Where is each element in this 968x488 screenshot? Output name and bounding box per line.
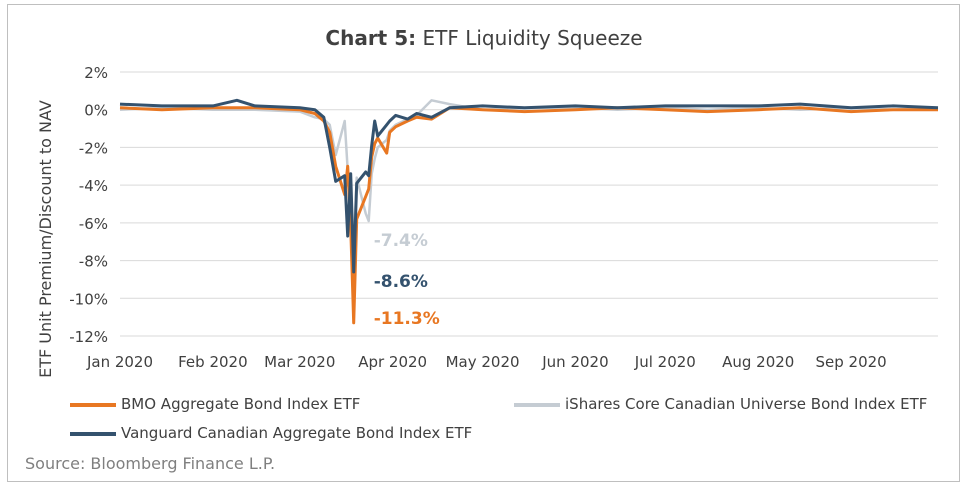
y-axis-label: ETF Unit Premium/Discount to NAV xyxy=(36,100,55,378)
x-tick-label: Jun 2020 xyxy=(541,353,608,371)
series-line-vanguard xyxy=(119,98,939,274)
y-tick-label: -4% xyxy=(79,177,108,195)
legend-label-ishares: iShares Core Canadian Universe Bond Inde… xyxy=(565,395,928,413)
y-tick-label: -12% xyxy=(69,328,108,346)
annotation-vanguard-min: -8.6% xyxy=(374,272,428,292)
y-tick-label: 0% xyxy=(84,102,108,120)
legend-label-bmo: BMO Aggregate Bond Index ETF xyxy=(121,395,361,413)
annotation-bmo-min: -11.3% xyxy=(374,309,440,329)
y-tick-label: 2% xyxy=(84,64,108,82)
legend-label-vanguard: Vanguard Canadian Aggregate Bond Index E… xyxy=(121,424,473,442)
x-tick-label: Jan 2020 xyxy=(86,353,153,371)
chart-title: Chart 5: ETF Liquidity Squeeze xyxy=(0,26,968,50)
y-tick-label: -6% xyxy=(79,215,108,233)
annotation-ishares-min: -7.4% xyxy=(374,231,428,251)
x-tick-label: Aug 2020 xyxy=(722,353,794,371)
x-tick-label: Sep 2020 xyxy=(815,353,886,371)
legend-swatch-bmo xyxy=(70,403,116,407)
y-tick-label: -2% xyxy=(79,139,108,157)
x-tick-label: May 2020 xyxy=(446,353,520,371)
x-tick-label: Jul 2020 xyxy=(634,353,696,371)
y-tick-label: -10% xyxy=(69,290,108,308)
chart-title-bold: Chart 5: xyxy=(325,26,417,50)
source-note: Source: Bloomberg Finance L.P. xyxy=(25,454,276,473)
x-tick-label: Mar 2020 xyxy=(264,353,335,371)
x-tick-label: Apr 2020 xyxy=(358,353,427,371)
chart-title-text: ETF Liquidity Squeeze xyxy=(422,26,643,50)
y-tick-label: -8% xyxy=(79,253,108,271)
x-tick-label: Feb 2020 xyxy=(178,353,248,371)
legend-swatch-vanguard xyxy=(70,432,116,436)
chart-frame xyxy=(7,4,960,482)
legend-swatch-ishares xyxy=(514,403,560,407)
series-line-ishares xyxy=(119,99,939,251)
series-line-bmo xyxy=(119,106,938,325)
